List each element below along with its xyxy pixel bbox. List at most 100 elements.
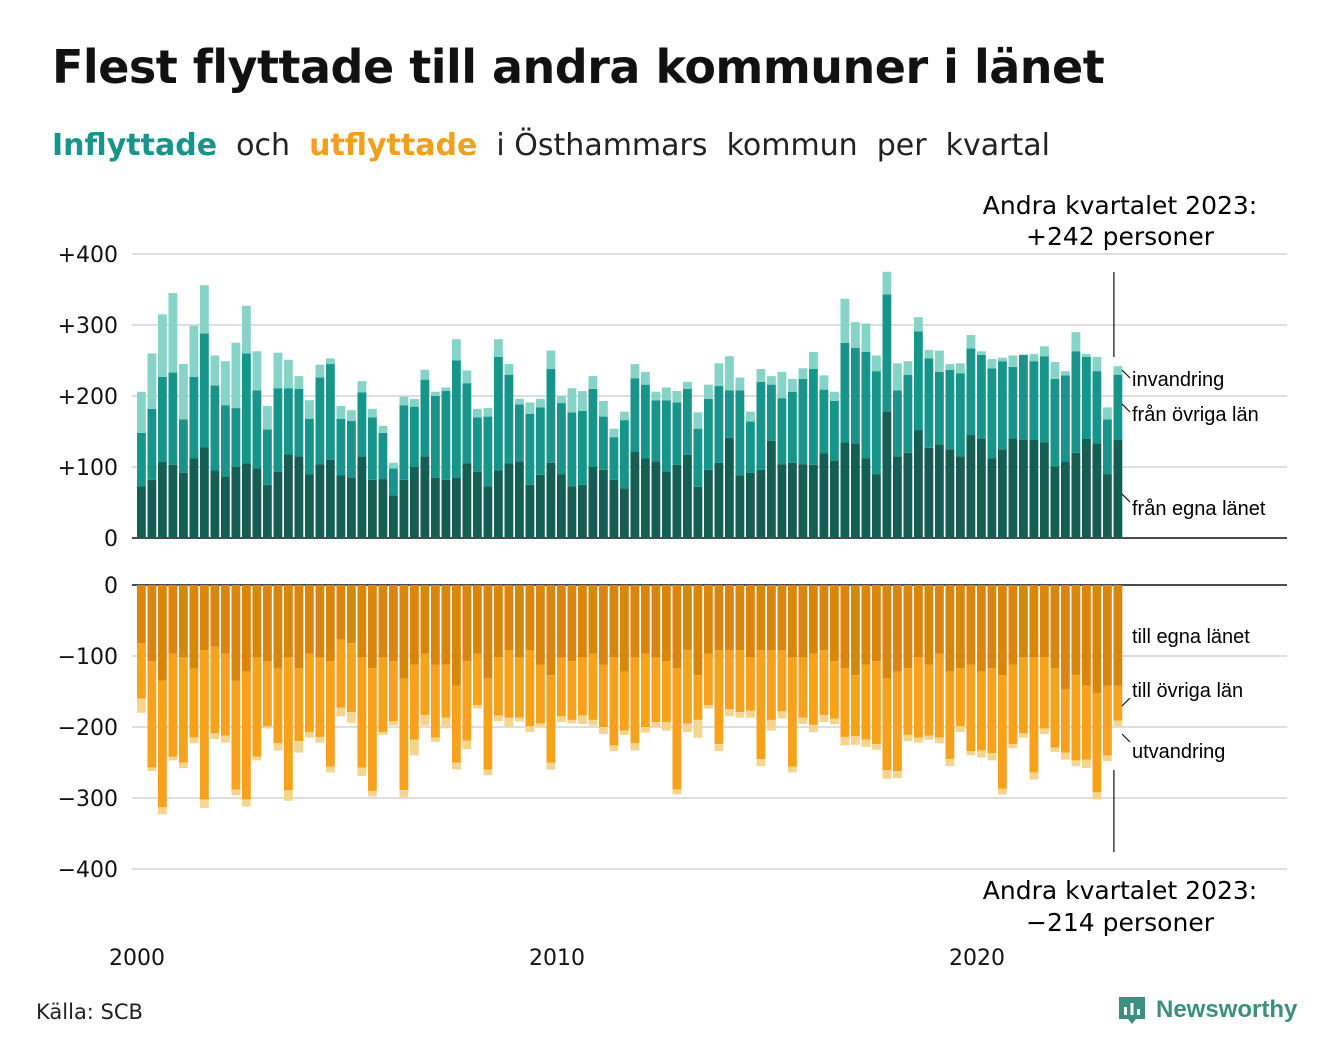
in-bar-från-egna-länet xyxy=(819,453,829,538)
in-bar-från-övriga-län xyxy=(347,420,356,478)
out-bar-utvandring xyxy=(662,722,671,731)
out-bar-utvandring xyxy=(935,737,944,744)
x-tick-label: 2010 xyxy=(529,946,585,971)
in-bar-invandring xyxy=(504,364,514,375)
out-bar-till-övriga-län xyxy=(273,668,283,744)
out-bar-till-egna-länet xyxy=(861,585,871,665)
label-utvandring: utvandring xyxy=(1132,741,1225,763)
out-bar-till-övriga-län xyxy=(882,678,892,771)
brand-logo[interactable]: Newsworthy xyxy=(1116,994,1297,1026)
out-bar-utvandring xyxy=(242,799,251,807)
in-bar-från-övriga-län xyxy=(620,420,629,489)
in-bar-från-övriga-län xyxy=(221,405,230,477)
out-bar-till-övriga-län xyxy=(945,671,955,759)
out-bar-till-övriga-län xyxy=(924,664,934,736)
label-fran-ovriga-lan: från övriga län xyxy=(1132,404,1259,426)
out-bar-utvandring xyxy=(525,726,535,732)
out-bar-utvandring xyxy=(609,745,619,752)
in-bar-från-egna-länet xyxy=(704,469,713,538)
in-bar-från-övriga-län xyxy=(168,372,178,465)
out-bar-till-egna-länet xyxy=(1082,585,1091,686)
out-bar-till-egna-länet xyxy=(557,585,566,658)
out-bar-utvandring xyxy=(956,726,965,732)
in-bar-från-egna-länet xyxy=(956,456,965,538)
in-bar-från-egna-länet xyxy=(1092,443,1102,538)
in-bar-från-egna-länet xyxy=(893,456,902,538)
out-bar-utvandring xyxy=(294,741,304,753)
in-bar-från-egna-länet xyxy=(263,484,272,538)
out-bar-till-övriga-län xyxy=(536,664,545,724)
in-bar-från-övriga-län xyxy=(641,384,650,459)
in-bar-från-övriga-län xyxy=(599,416,608,470)
out-bar-utvandring xyxy=(137,698,146,713)
out-bar-utvandring xyxy=(1082,759,1091,769)
in-bar-från-övriga-län xyxy=(210,385,220,471)
x-axis-labels: 2000 2010 2020 xyxy=(109,946,1005,971)
in-bar-invandring xyxy=(977,351,986,355)
out-bar-till-egna-länet xyxy=(893,585,902,672)
in-bar-från-övriga-län xyxy=(504,374,514,464)
out-bar-till-övriga-län xyxy=(725,650,734,710)
out-bar-utvandring xyxy=(756,758,766,767)
out-bar-till-övriga-län xyxy=(567,660,577,720)
in-bar-från-egna-länet xyxy=(683,454,692,538)
out-bar-till-övriga-län xyxy=(998,675,1007,789)
out-bar-utvandring xyxy=(273,743,283,751)
label-leader-line xyxy=(1121,493,1131,503)
in-bar-från-övriga-län xyxy=(1082,356,1091,439)
out-bar-till-egna-länet xyxy=(431,585,440,665)
in-bar-invandring xyxy=(599,400,608,417)
in-bar-från-egna-länet xyxy=(567,486,577,538)
out-bar-utvandring xyxy=(483,769,493,776)
in-bar-invandring xyxy=(756,369,766,382)
out-bar-till-övriga-län xyxy=(651,657,661,723)
out-bar-till-övriga-län xyxy=(546,675,556,763)
in-bar-från-övriga-län xyxy=(777,398,787,465)
in-bar-från-övriga-län xyxy=(252,390,262,469)
out-bar-utvandring xyxy=(441,717,451,729)
out-bar-utvandring xyxy=(987,753,997,761)
out-bar-till-övriga-län xyxy=(389,660,398,722)
out-bar-till-övriga-län xyxy=(830,660,839,719)
out-bar-utvandring xyxy=(179,762,188,769)
in-bar-från-egna-länet xyxy=(599,469,608,538)
out-bar-till-egna-länet xyxy=(494,585,503,658)
in-bar-invandring xyxy=(441,387,451,392)
label-invandring: invandring xyxy=(1132,369,1224,391)
out-bar-till-övriga-län xyxy=(1008,664,1018,745)
out-bar-till-egna-länet xyxy=(746,585,755,658)
out-bar-utvandring xyxy=(557,716,566,723)
in-bar-från-övriga-län xyxy=(294,388,304,457)
out-bar-till-övriga-län xyxy=(452,685,461,763)
in-bar-från-egna-länet xyxy=(210,470,220,538)
in-bar-från-egna-länet xyxy=(431,477,440,538)
label-leader-line xyxy=(1121,733,1131,743)
in-bar-från-egna-länet xyxy=(399,479,409,538)
in-bar-från-övriga-län xyxy=(399,405,409,480)
out-bar-till-övriga-län xyxy=(735,650,745,713)
in-bar-invandring xyxy=(494,339,503,357)
out-bar-till-egna-länet xyxy=(609,585,619,658)
in-bar-från-egna-länet xyxy=(903,452,913,538)
in-bar-invandring xyxy=(294,376,304,389)
out-bar-utvandring xyxy=(473,704,482,709)
in-bar-från-egna-länet xyxy=(851,443,860,538)
in-bar-från-övriga-län xyxy=(851,347,860,444)
in-bar-från-egna-länet xyxy=(840,442,850,538)
out-bar-till-övriga-län xyxy=(672,668,682,790)
out-bar-till-övriga-län xyxy=(746,657,755,711)
out-bar-utvandring xyxy=(788,766,797,773)
out-bar-utvandring xyxy=(588,719,598,726)
out-bar-utvandring xyxy=(924,735,934,740)
in-bar-från-övriga-län xyxy=(977,354,986,439)
out-bar-till-egna-länet xyxy=(966,585,976,665)
out-bar-utvandring xyxy=(168,756,178,761)
in-bar-från-egna-länet xyxy=(651,461,661,538)
in-bar-invandring xyxy=(704,384,713,399)
in-bar-från-egna-länet xyxy=(1113,440,1123,538)
in-bar-från-egna-länet xyxy=(767,440,776,538)
in-bar-från-övriga-län xyxy=(357,392,367,457)
in-bar-från-övriga-län xyxy=(662,400,671,472)
in-bar-invandring xyxy=(158,314,167,377)
in-bar-från-egna-länet xyxy=(609,479,619,538)
